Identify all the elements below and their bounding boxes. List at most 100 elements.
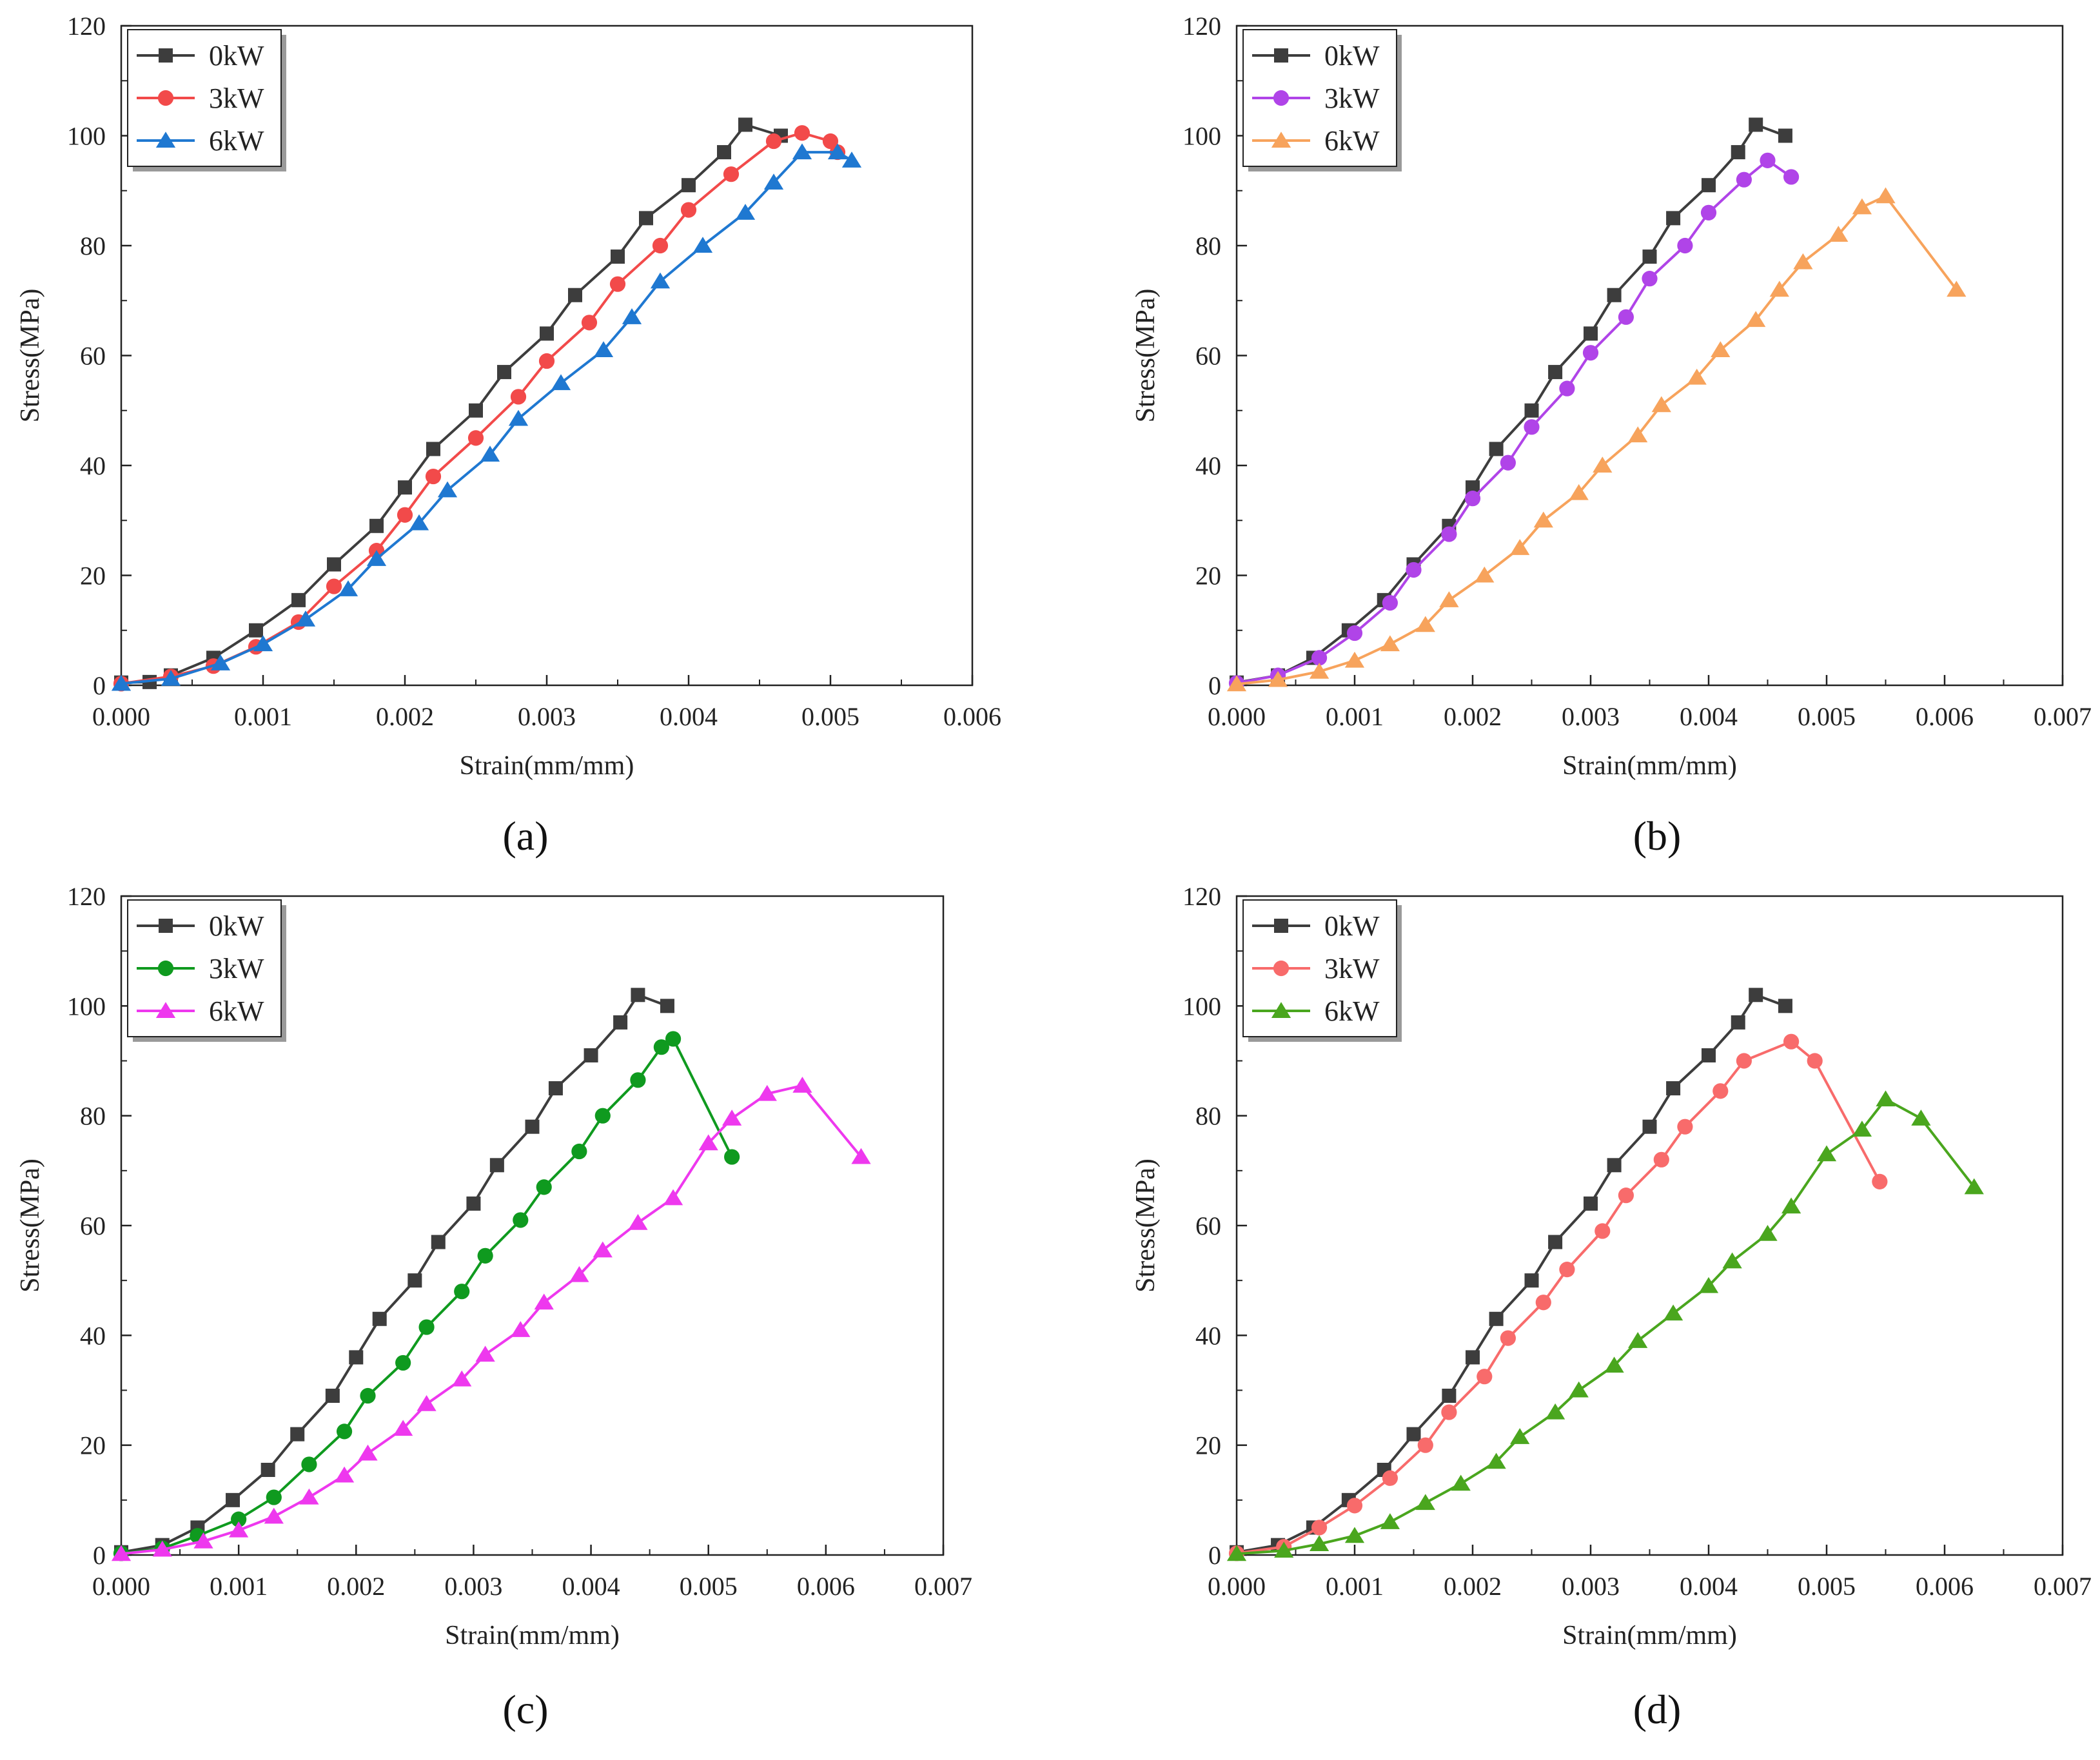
data-point [334, 1466, 355, 1483]
legend-marker [155, 132, 176, 148]
data-point [628, 1213, 648, 1230]
data-point [264, 1507, 284, 1524]
data-point [152, 1540, 172, 1557]
data-point [393, 1420, 413, 1436]
data-point [111, 1545, 132, 1561]
series-6kW [1226, 1090, 1984, 1561]
data-point [1816, 1145, 1837, 1162]
data-point [1380, 635, 1400, 652]
x-tick-label: 0.001 [234, 702, 292, 731]
data-point [1477, 1369, 1493, 1385]
y-tick-label: 0 [1208, 1541, 1221, 1570]
data-point [613, 1015, 628, 1030]
data-point [1545, 1403, 1565, 1420]
x-tick-label: 0.003 [444, 1572, 502, 1601]
data-point [1642, 271, 1658, 287]
series-line [1236, 1040, 1881, 1555]
data-point [469, 403, 483, 418]
data-point [698, 1134, 718, 1151]
y-tick-label: 100 [67, 122, 106, 151]
data-point [231, 1511, 247, 1527]
y-tick-label: 80 [80, 231, 106, 260]
data-point [660, 999, 674, 1013]
legend-marker [157, 960, 174, 977]
data-point [338, 580, 358, 596]
data-point [1510, 1428, 1530, 1444]
data-point [1309, 662, 1330, 679]
legend-marker [1271, 1002, 1291, 1018]
data-point [466, 1196, 481, 1211]
legend-marker [157, 90, 174, 106]
y-tick-label: 0 [93, 1541, 106, 1570]
data-point [1584, 326, 1598, 341]
legend-entry-0kW: 0kW [1252, 40, 1380, 72]
data-point [1406, 562, 1422, 578]
x-tick-label: 0.006 [943, 702, 1001, 731]
data-point [1500, 455, 1516, 471]
data-point [1489, 1311, 1504, 1326]
series-line [1236, 1098, 1976, 1556]
x-tick-label: 0.005 [801, 702, 859, 731]
data-point [1731, 1015, 1745, 1030]
y-tick-label: 20 [1195, 562, 1221, 591]
data-point [609, 276, 626, 292]
data-point [1947, 280, 1967, 297]
data-point [1618, 309, 1634, 325]
data-point [1651, 396, 1671, 413]
data-point [1466, 480, 1480, 495]
data-point [551, 374, 571, 391]
data-point [477, 1247, 493, 1264]
data-point [1415, 1494, 1435, 1511]
data-point [722, 1110, 742, 1126]
data-point [253, 635, 273, 652]
legend-marker [1273, 960, 1290, 977]
data-point [266, 1489, 282, 1505]
data-point [1687, 368, 1707, 385]
data-point [229, 1521, 249, 1538]
data-point [193, 1532, 213, 1549]
data-point [525, 1119, 540, 1134]
series-line [1236, 993, 1786, 1554]
x-tick-label: 0.001 [1326, 702, 1384, 731]
x-tick-label: 0.001 [210, 1572, 268, 1601]
data-point [665, 1031, 682, 1047]
data-point [792, 1077, 812, 1093]
data-point [1382, 1470, 1398, 1486]
data-point [226, 1492, 240, 1507]
y-tick-label: 120 [1182, 12, 1221, 41]
data-point [1749, 117, 1763, 132]
data-point [1466, 1350, 1480, 1365]
legend-entry-3kW: 3kW [1252, 83, 1380, 114]
data-point [1584, 1196, 1598, 1211]
data-point [593, 341, 614, 357]
data-point [510, 389, 527, 405]
x-tick-label: 0.004 [660, 702, 718, 731]
data-point [1731, 145, 1745, 160]
y-axis-title: Stress(MPa) [1131, 289, 1161, 423]
data-point [452, 1370, 472, 1387]
data-point [1778, 128, 1792, 143]
data-point [295, 610, 316, 627]
data-point [653, 1039, 669, 1055]
data-point [327, 557, 341, 572]
x-tick-label: 0.007 [2034, 1572, 2092, 1601]
data-point [1593, 456, 1613, 473]
x-tick-label: 0.006 [1916, 1572, 1974, 1601]
data-point [581, 315, 598, 331]
series-line [121, 993, 668, 1554]
x-axis-title: Strain(mm/mm) [1562, 1621, 1737, 1650]
y-tick-label: 60 [1195, 342, 1221, 371]
data-point [1346, 1498, 1363, 1514]
legend-label: 6kW [209, 125, 264, 157]
data-point [1569, 1381, 1589, 1398]
data-point [735, 204, 756, 220]
series-3kW [113, 1031, 740, 1561]
chart-b: 0.000 0.001 0.002 0.003 0.004 0.005 0.006 0.007… [1131, 12, 2092, 781]
data-point [1524, 1273, 1539, 1288]
data-point [1852, 1120, 1872, 1137]
data-point [1807, 1053, 1823, 1069]
panel-caption-d: (d) [1633, 1687, 1682, 1732]
y-tick-label: 60 [1195, 1211, 1221, 1240]
series-3kW [1228, 152, 1800, 691]
x-axis-title: Strain(mm/mm) [1562, 751, 1737, 781]
